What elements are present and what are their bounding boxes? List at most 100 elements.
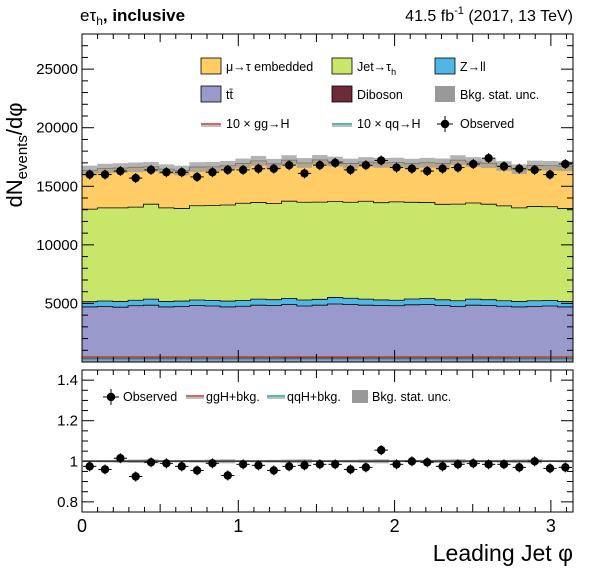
- obs-point-13: [284, 161, 294, 170]
- ratio-point-13: [284, 462, 294, 471]
- bar-1-5: [158, 301, 175, 307]
- ratio-point-21: [407, 457, 417, 466]
- bar-1-6: [174, 301, 190, 307]
- ratio-plot: 0 1 2 3 0.8 1 1.2 1.4: [57, 369, 574, 536]
- unc-band-17: [342, 158, 359, 169]
- ratio-point-14: [300, 461, 309, 470]
- obs-point-3: [131, 173, 140, 183]
- lumi-rest: (2017, 13 TeV): [464, 8, 573, 25]
- bar-1-3: [128, 300, 144, 306]
- bar-3-9: [220, 165, 236, 206]
- bar-2-2: [112, 207, 129, 302]
- bar-2-30: [542, 206, 559, 301]
- bar-0-10: [235, 306, 252, 362]
- bar-2-20: [388, 201, 405, 301]
- bar-1-9: [220, 301, 236, 307]
- bar-0-23: [434, 305, 451, 362]
- y-axis-title-main: dN: [2, 179, 27, 207]
- bar-2-27: [496, 205, 513, 301]
- bar-0-13: [281, 304, 298, 362]
- bar-3-26: [480, 163, 497, 205]
- ratio-point-30: [545, 464, 555, 473]
- ratio-legend-label-unc: Bkg. stat. unc.: [372, 390, 451, 404]
- bar-2-17: [342, 202, 359, 299]
- ratio-point-19: [377, 445, 386, 455]
- legend-label-bkgunc: Bkg. stat. unc.: [460, 88, 539, 102]
- bar-2-23: [434, 204, 451, 300]
- legend-swatch-ttbar: [200, 85, 222, 103]
- legend-label-qqh: 10 × qq→H: [357, 117, 421, 131]
- unc-band-8: [204, 162, 221, 172]
- bar-3-16: [327, 161, 344, 202]
- bar-1-19: [373, 299, 390, 306]
- obs-point-26: [484, 153, 493, 163]
- obs-point-21: [407, 164, 417, 173]
- lumi-value: 41.5 fb: [405, 8, 454, 25]
- bar-2-15: [312, 202, 328, 300]
- channel-rest: , inclusive: [103, 6, 185, 25]
- channel-h: h: [96, 14, 103, 28]
- ratio-point-1: [100, 465, 110, 474]
- bar-0-17: [342, 304, 359, 362]
- ratio-point-18: [361, 463, 371, 472]
- bar-1-10: [235, 300, 252, 307]
- legend-label-zll: Z→ll: [460, 60, 486, 74]
- y-axis-title-tail: /dφ: [2, 103, 27, 136]
- bar-3-23: [434, 163, 451, 205]
- obs-point-11: [254, 164, 263, 173]
- unc-band-13: [281, 155, 297, 166]
- bar-0-9: [220, 306, 236, 362]
- obs-point-31: [561, 159, 570, 169]
- bar-3-21: [404, 163, 420, 203]
- y-axis-title: dNevents/dφ: [2, 103, 31, 208]
- bar-1-20: [388, 300, 405, 306]
- obs-point-1: [100, 170, 110, 179]
- ytick-label-4: 25000: [36, 61, 78, 78]
- legend-label-ttbar: tt̄: [226, 88, 233, 102]
- bar-3-13: [281, 160, 298, 202]
- x-axis-title: Leading Jet φ: [433, 540, 573, 566]
- bar-3-31: [557, 166, 574, 209]
- obs-point-17: [346, 165, 355, 175]
- bar-1-28: [511, 301, 528, 307]
- xtick-label-3: 3: [546, 516, 556, 536]
- obs-point-29: [530, 165, 539, 175]
- bar-0-30: [542, 306, 559, 362]
- bar-0-11: [250, 305, 267, 362]
- bar-2-26: [480, 204, 497, 300]
- obs-point-12: [269, 164, 278, 173]
- bar-2-11: [250, 202, 267, 300]
- ratio-point-9: [223, 471, 232, 480]
- rytick-label-3: 1.4: [57, 372, 78, 389]
- ratio-point-4: [146, 458, 156, 467]
- bar-1-31: [557, 301, 574, 307]
- bar-3-6: [174, 170, 190, 209]
- ratio-point-15: [315, 460, 325, 469]
- ratio-point-16: [330, 460, 340, 469]
- ratio-point-24: [453, 460, 463, 469]
- ratio-legend: Observed ggH+bkg. qqH+bkg. Bkg. stat. un…: [103, 389, 451, 405]
- unc-band-1: [97, 163, 113, 174]
- bar-2-12: [266, 203, 282, 300]
- obs-point-15: [315, 161, 325, 170]
- bar-2-19: [373, 202, 390, 300]
- obs-point-24: [453, 163, 463, 172]
- ratio-point-2: [116, 454, 125, 463]
- legend-swatch-zll: [434, 57, 456, 75]
- unc-band-24: [450, 155, 466, 166]
- bar-3-25: [465, 162, 482, 204]
- obs-point-10: [238, 165, 248, 175]
- bar-2-1: [97, 207, 114, 301]
- bar-1-24: [450, 300, 466, 307]
- legend-label-embedded: μ→τ embedded: [226, 60, 313, 74]
- bar-0-1: [97, 306, 114, 362]
- bar-1-29: [526, 300, 543, 307]
- ytick-label-1: 10000: [36, 237, 78, 254]
- bar-2-13: [281, 201, 298, 299]
- unc-band-11: [250, 155, 267, 166]
- bar-3-19: [373, 162, 390, 203]
- obs-point-14: [300, 169, 309, 178]
- y-axis-title-sub: events: [14, 135, 31, 179]
- bar-2-24: [450, 204, 466, 301]
- bar-2-9: [220, 205, 236, 302]
